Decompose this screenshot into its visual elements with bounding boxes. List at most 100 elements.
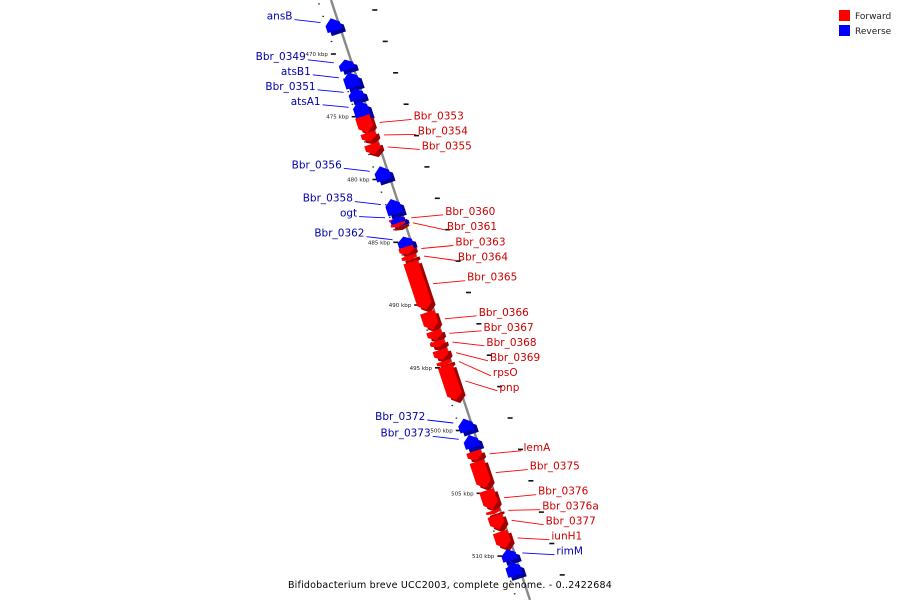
gene-atsb1 (343, 72, 361, 90)
minor-tick (330, 40, 333, 43)
gene-bbr-0368 (429, 338, 445, 348)
axis-tick-label: 490 kbp (389, 303, 412, 309)
axis-tick-label: 470 kbp (305, 52, 328, 58)
gene-label-bbr-0358: Bbr_0358 (303, 193, 353, 205)
right-tick (393, 72, 399, 74)
minor-tick (430, 342, 433, 344)
right-tick (424, 166, 430, 168)
minor-tick (322, 15, 324, 17)
axis-tick-label: 475 kbp (326, 115, 349, 121)
leader-line (458, 361, 492, 377)
leader-line (452, 341, 485, 347)
gene-bbr-0363 (398, 244, 414, 255)
leader-line (432, 435, 459, 440)
gene-bbr-0349 (338, 59, 355, 72)
leader-line (427, 419, 454, 424)
axis-tick-label: 485 kbp (368, 240, 391, 246)
major-tick (414, 304, 420, 306)
leader-line (511, 519, 544, 526)
gene-label-bbr-0353: Bbr_0353 (414, 110, 464, 122)
leader-line (412, 222, 445, 231)
major-tick (393, 241, 399, 244)
gene-lema (466, 449, 483, 461)
gene-label-iunh1: iunH1 (551, 531, 582, 543)
gene-bbr-0376 (479, 488, 498, 510)
gene-label-pnp: pnp (499, 382, 519, 394)
leader-line (421, 245, 454, 249)
gene-shadow-bbr-0361 (394, 223, 410, 231)
right-tick (382, 40, 388, 43)
gene-bbr-0369 (432, 347, 449, 360)
leader-line (465, 380, 498, 392)
leader-line (322, 104, 349, 108)
gene-rpso (436, 358, 452, 367)
minor-tick (343, 78, 345, 80)
minor-tick (455, 417, 458, 419)
major-tick (372, 178, 378, 181)
gene-label-bbr-0375: Bbr_0375 (530, 461, 580, 473)
minor-tick (364, 141, 366, 143)
gene-bbr-0351 (348, 88, 365, 103)
right-tick (414, 134, 419, 137)
leader-line (294, 19, 321, 24)
gene-label-bbr-0362: Bbr_0362 (314, 228, 364, 240)
leader-line (455, 352, 489, 362)
leader-line (423, 255, 456, 261)
gene-label-bbr-0355: Bbr_0355 (422, 140, 472, 152)
leader-line (387, 146, 420, 150)
leader-line (495, 469, 528, 474)
gene-label-bbr-0364: Bbr_0364 (458, 252, 508, 264)
legend-forward-label: Forward (855, 12, 891, 22)
leader-line (317, 89, 344, 93)
minor-tick (401, 254, 404, 256)
minor-tick (347, 91, 349, 93)
gene-bbr-0376a (485, 508, 501, 515)
gene-bbr-0367 (426, 328, 443, 340)
major-tick (330, 53, 336, 55)
gene-bbr-0366 (420, 309, 439, 330)
tick-marks: 470 kbp 475 kbp 480 kbp 485 kbp 490 kbp 495 k… (305, 3, 565, 595)
right-tick (445, 228, 451, 231)
gene-bbr-0375 (469, 459, 491, 488)
gene-label-bbr-0376: Bbr_0376 (538, 486, 588, 498)
gene-unlabeled (505, 561, 523, 578)
gene-labels: ansB Bbr_0349 atsB1 Bbr_0351 atsA1 Bbr_0356 Bb… (256, 11, 599, 558)
legend-reverse-label: Reverse (855, 27, 892, 37)
gene-pnp (438, 363, 462, 401)
leader-line (383, 133, 416, 136)
gene-label-ansb: ansB (267, 11, 293, 23)
major-tick (476, 492, 482, 495)
minor-tick (509, 580, 512, 582)
gene-atsa1 (353, 101, 371, 120)
gene-bbr-0358 (385, 199, 403, 217)
leader-line (354, 201, 381, 206)
minor-tick (318, 3, 320, 5)
right-tick (403, 103, 409, 105)
minor-tick (368, 153, 370, 156)
major-tick (497, 555, 503, 557)
leader-line (449, 330, 482, 334)
leader-line (489, 450, 522, 455)
major-tick (435, 367, 440, 369)
gene-label-bbr-0369: Bbr_0369 (490, 352, 540, 364)
gene-label-bbr-0377: Bbr_0377 (546, 516, 596, 528)
leader-line (359, 216, 386, 219)
gene-label-atsb1: atsB1 (281, 66, 311, 78)
gene-label-bbr-0351: Bbr_0351 (265, 81, 315, 93)
gene-ogt (390, 216, 406, 226)
leader-line (517, 537, 550, 541)
leader-line (508, 509, 541, 511)
gene-label-ogt: ogt (340, 208, 357, 220)
minor-tick (505, 568, 508, 570)
right-tick (549, 542, 555, 545)
right-tick (538, 511, 544, 513)
right-tick (476, 323, 482, 325)
gene-label-bbr-0365: Bbr_0365 (467, 272, 517, 284)
gene-bbr-0353 (355, 114, 373, 133)
right-tick (507, 417, 513, 419)
gene-bbr-0354 (360, 130, 377, 142)
minor-tick (426, 329, 429, 331)
leader-line (312, 74, 339, 79)
right-tick (518, 448, 523, 451)
